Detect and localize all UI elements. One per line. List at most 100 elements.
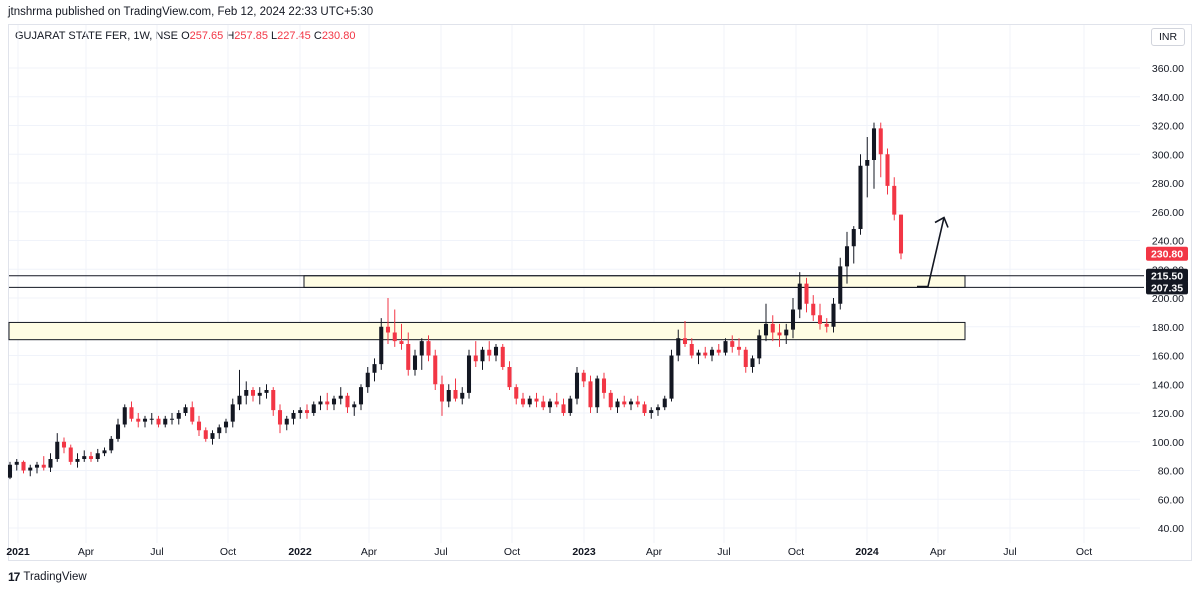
candle-body [385,326,391,333]
candle-body [642,404,647,413]
candle-body [217,427,222,434]
y-tick-label: 100.00 [1152,437,1184,449]
candle-body [345,395,350,408]
candle-body [129,407,134,419]
price-label-box [1146,268,1188,283]
candle-body [304,410,310,413]
candle-body [75,459,80,462]
candle-body [743,349,748,367]
candle-body [446,390,451,402]
y-tick-label: 200.00 [1152,293,1184,305]
symbol-name[interactable]: GUJARAT STATE FER, 1W, NSE [15,30,178,42]
support-zone [8,321,966,341]
candle-body [426,341,431,356]
candle-body [109,438,114,451]
candle-body [662,398,667,408]
candle-body [892,185,897,215]
x-tick-label: 2022 [288,546,312,558]
candle-body [284,418,289,425]
candle-body [790,309,796,330]
candle-body [568,398,573,413]
candle-body [122,407,127,425]
candle-body [291,413,296,419]
candle-body [372,364,377,373]
close-value: 230.80 [321,30,356,42]
candle-body [196,421,202,431]
price-label-box [1146,280,1188,295]
candle-body [865,160,870,166]
candle-body [628,401,634,405]
x-tick-label: Jul [150,546,163,558]
candle-body [412,355,418,370]
candle-body [723,341,728,353]
candle-body [379,326,384,365]
candle-body [365,372,370,388]
y-tick-label: 280.00 [1152,178,1184,190]
candle-body [419,341,424,356]
candle-body [736,346,742,350]
candle-body [770,323,775,333]
candle-body [561,404,566,413]
candle-body [82,456,87,459]
y-tick-label: 360.00 [1152,63,1184,75]
candle-body [460,392,465,399]
candle-body [520,398,526,405]
candle-body [541,401,546,408]
candle-body [230,404,235,422]
candle-body [156,418,161,425]
y-tick-label: 140.00 [1152,379,1184,391]
x-tick-label: Jul [1003,546,1016,558]
candle-body [136,418,141,422]
tradingview-logo-icon: 17 [8,570,20,584]
candle-body [595,378,600,408]
candle-body [223,421,229,428]
candle-body [696,352,701,356]
x-tick-label: Jul [434,546,447,558]
x-tick-label: Oct [1076,546,1092,558]
candle-body [811,303,816,316]
candle-body [851,229,856,247]
candle-body [169,418,175,420]
x-tick-label: 2021 [6,546,30,558]
candle-body [149,418,154,420]
candle-body [399,341,404,344]
candle-body [500,346,505,367]
candle-body [487,349,492,356]
candle-body [331,398,337,405]
price-label-box [1146,246,1188,261]
candle-body [338,395,343,399]
open-value: 257.65 [189,30,224,42]
x-tick-label: Oct [504,546,520,558]
candle-body [730,341,735,347]
high-value: 257.85 [234,30,268,42]
y-tick-label: 320.00 [1152,121,1184,133]
candle-body [277,410,283,425]
candle-body [804,283,809,304]
candle-body [588,381,593,408]
candle-body [176,413,181,419]
candle-body [831,303,836,327]
candle-body [885,154,890,186]
candle-body [534,398,539,402]
candle-body [318,401,323,405]
candle-body [244,390,249,396]
candle-body [473,355,478,362]
y-tick-label: 160.00 [1152,351,1184,363]
publisher-line: jtnshrma published on TradingView.com, F… [8,6,374,18]
chart-frame [8,24,1192,561]
candle-body [871,128,877,160]
candle-body [777,332,782,336]
arrow-head-icon [934,216,949,228]
candle-body [183,407,188,413]
candle-body [406,344,411,370]
candle-body [352,404,357,408]
y-tick-label: 120.00 [1152,408,1184,420]
candle-body [757,335,762,359]
candle-body [88,456,94,459]
currency-button[interactable]: INR [1151,28,1185,46]
high-label: H [226,30,235,42]
candle-body [190,407,195,422]
candle-body [271,390,276,411]
candle-body [95,453,100,459]
